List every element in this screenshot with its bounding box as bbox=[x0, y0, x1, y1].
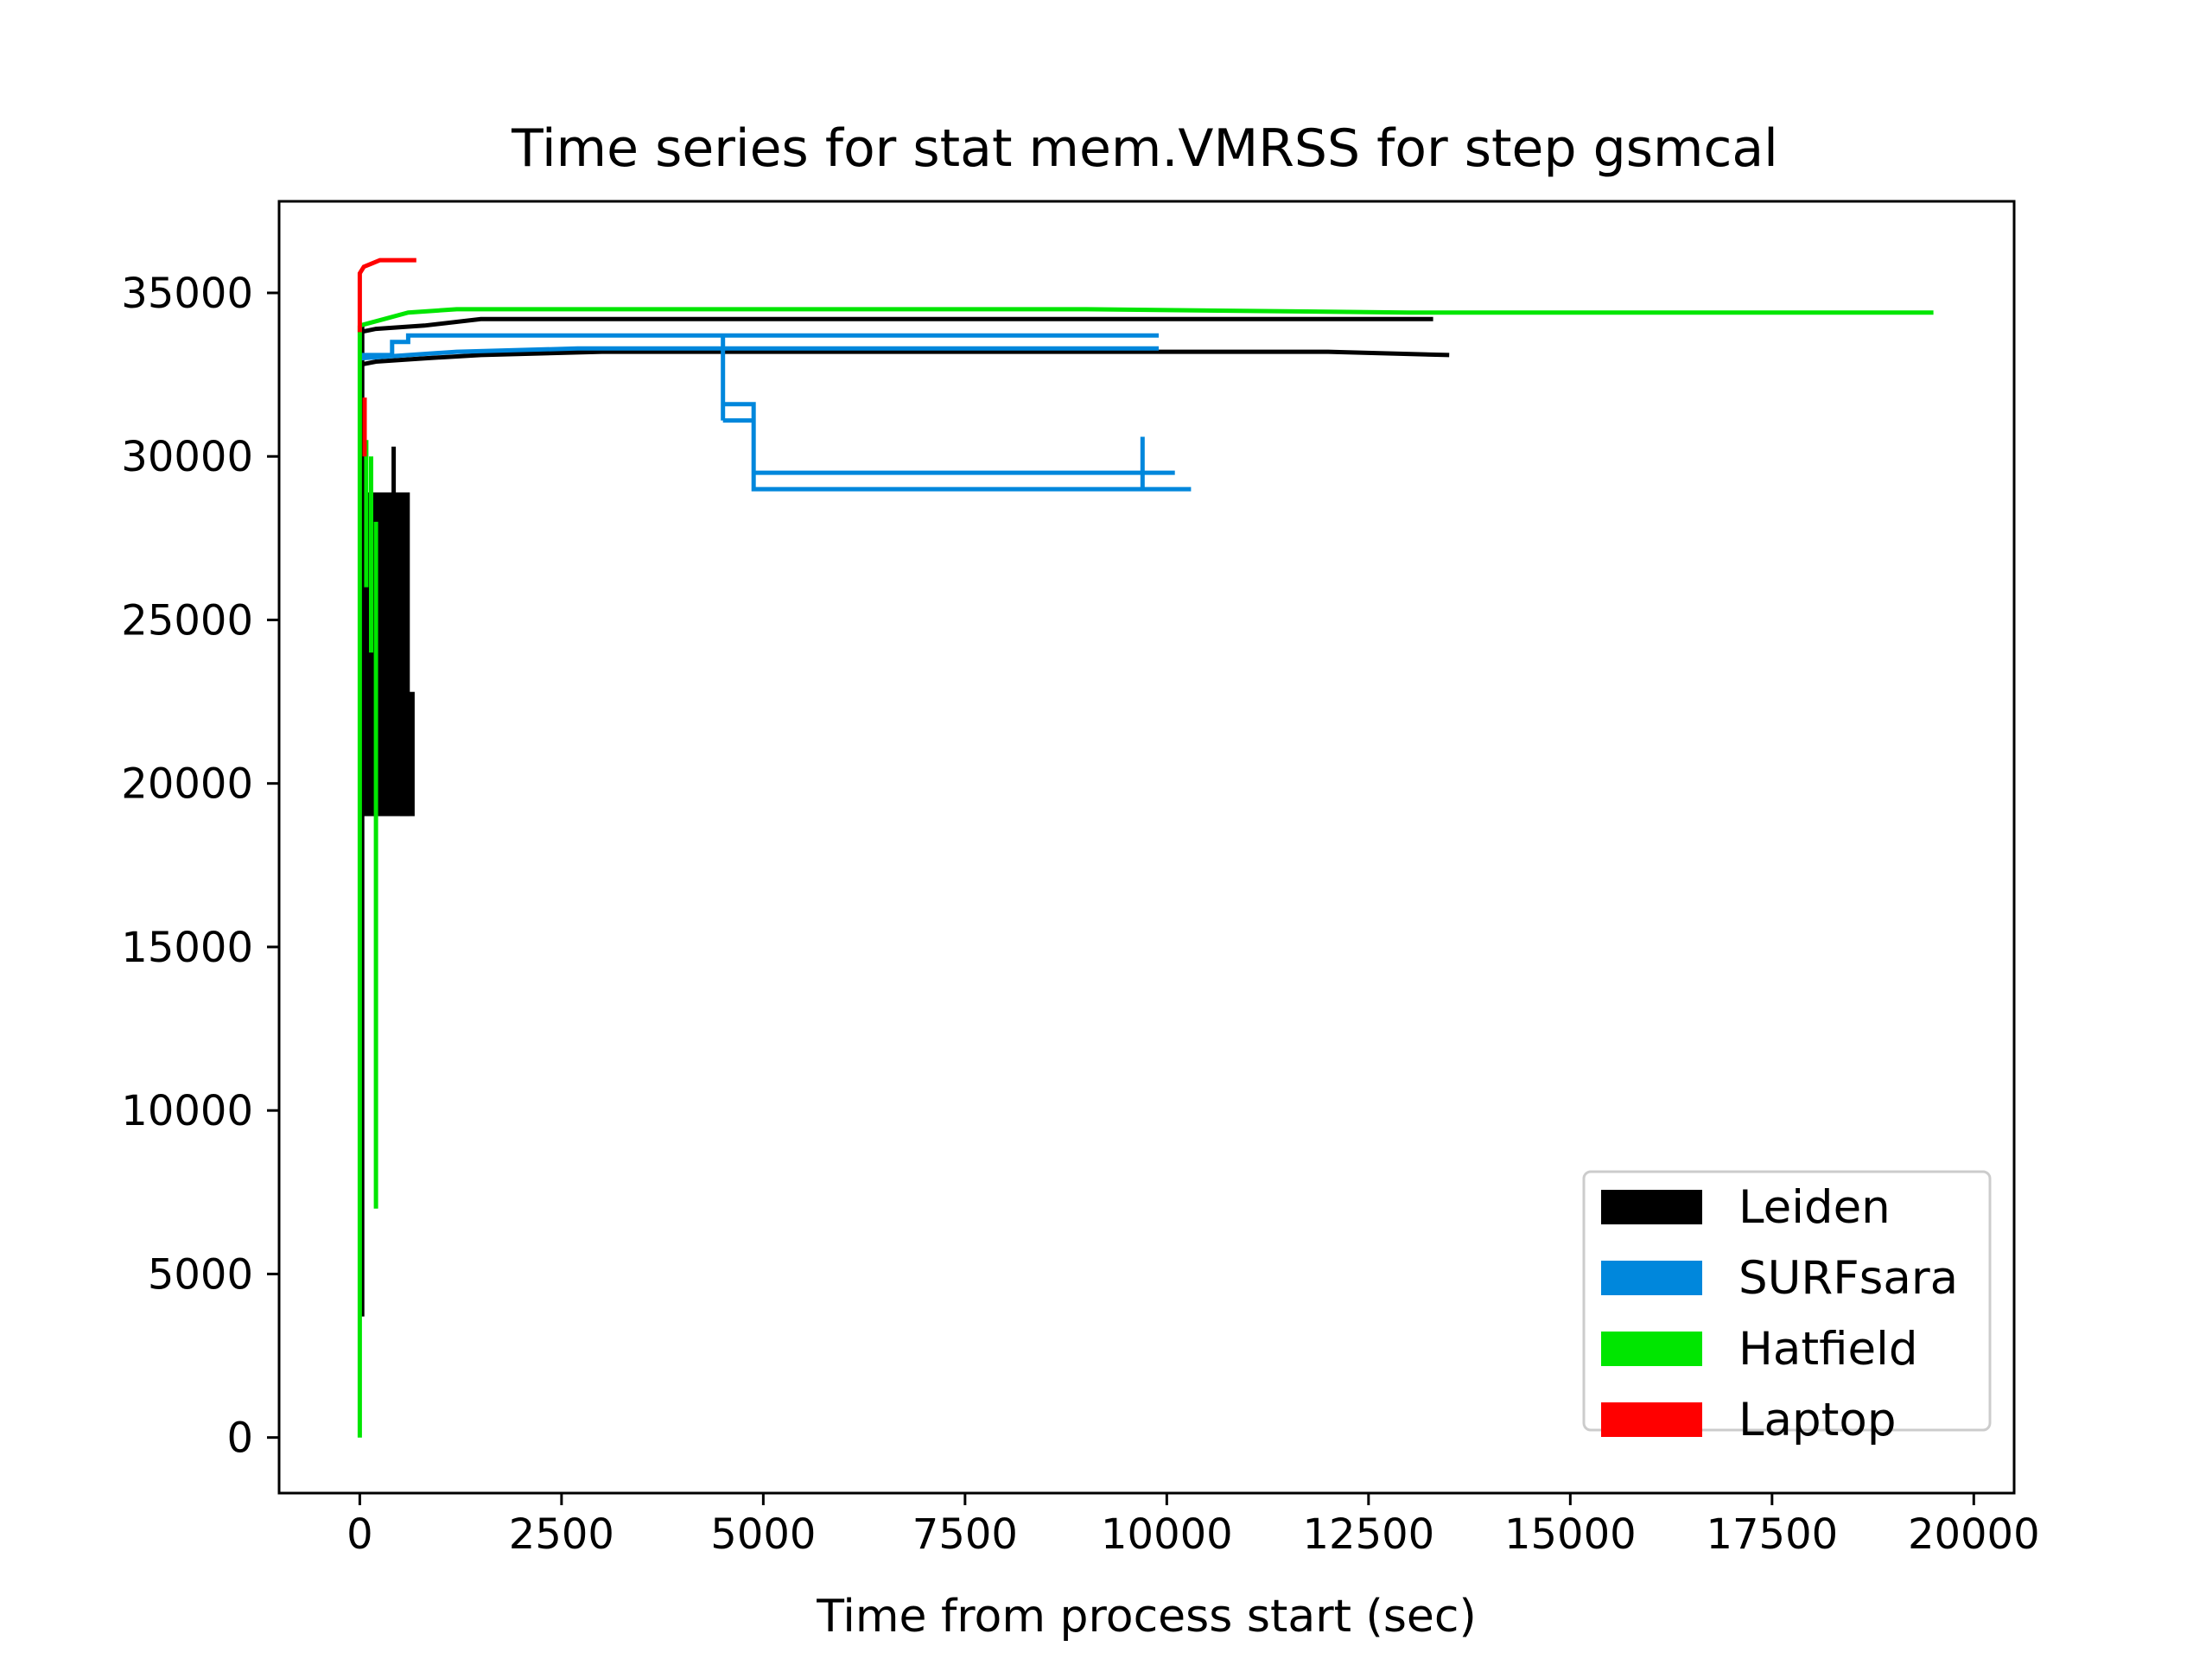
legend: Leiden SURFsara Hatfield Laptop bbox=[1582, 1170, 1992, 1446]
legend-swatch-hatfield bbox=[1601, 1332, 1702, 1366]
series-leiden-line-0 bbox=[359, 316, 1433, 334]
legend-label-hatfield: Hatfield bbox=[1738, 1323, 1917, 1376]
x-tick-label-2: 5000 bbox=[710, 1510, 816, 1559]
series-surfsara-line-2 bbox=[721, 335, 1192, 492]
x-axis-label: Time from process start (sec) bbox=[816, 1591, 1477, 1643]
chart-title: Time series for stat mem.VMRSS for step … bbox=[511, 118, 1778, 179]
y-tick-label-5: 25000 bbox=[121, 596, 253, 645]
legend-swatch-leiden bbox=[1601, 1190, 1702, 1224]
legend-label-laptop: Laptop bbox=[1738, 1394, 1897, 1446]
legend-label-surfsara: SURFsara bbox=[1738, 1252, 1958, 1305]
y-tick-label-2: 10000 bbox=[121, 1087, 253, 1135]
series-leiden-block-1 bbox=[400, 691, 415, 817]
y-tick-label-0: 0 bbox=[226, 1414, 253, 1463]
plot-area bbox=[357, 257, 1934, 1438]
series-hatfield-line-1 bbox=[359, 307, 1934, 328]
x-tick-label-8: 20000 bbox=[1908, 1510, 2040, 1559]
plot-frame bbox=[277, 200, 2016, 1495]
y-tick-label-7: 35000 bbox=[121, 270, 253, 318]
y-axis: 0 5000 10000 15000 20000 25000 30000 35000 bbox=[121, 270, 279, 1463]
x-tick-label-1: 2500 bbox=[509, 1510, 614, 1559]
x-tick-label-3: 7500 bbox=[912, 1510, 1018, 1559]
series-surfsara-line-0 bbox=[359, 333, 1159, 358]
y-tick-label-3: 15000 bbox=[121, 924, 253, 972]
x-tick-label-6: 15000 bbox=[1504, 1510, 1637, 1559]
x-tick-label-4: 10000 bbox=[1101, 1510, 1233, 1559]
x-tick-label-7: 17500 bbox=[1706, 1510, 1838, 1559]
legend-label-leiden: Leiden bbox=[1738, 1181, 1891, 1234]
series-laptop-line-0 bbox=[357, 257, 416, 333]
y-tick-label-6: 30000 bbox=[121, 433, 253, 481]
series-surfsara-line-1 bbox=[359, 346, 1159, 361]
x-tick-label-5: 12500 bbox=[1302, 1510, 1434, 1559]
series-leiden-line-1 bbox=[359, 349, 1450, 367]
y-tick-label-1: 5000 bbox=[148, 1250, 253, 1299]
legend-swatch-surfsara bbox=[1601, 1261, 1702, 1295]
y-tick-label-4: 20000 bbox=[121, 760, 253, 809]
x-axis: 0 2500 5000 7500 10000 12500 15000 17500 20000 bbox=[346, 1493, 2040, 1559]
legend-swatch-laptop bbox=[1601, 1402, 1702, 1437]
x-tick-label-0: 0 bbox=[346, 1510, 373, 1559]
